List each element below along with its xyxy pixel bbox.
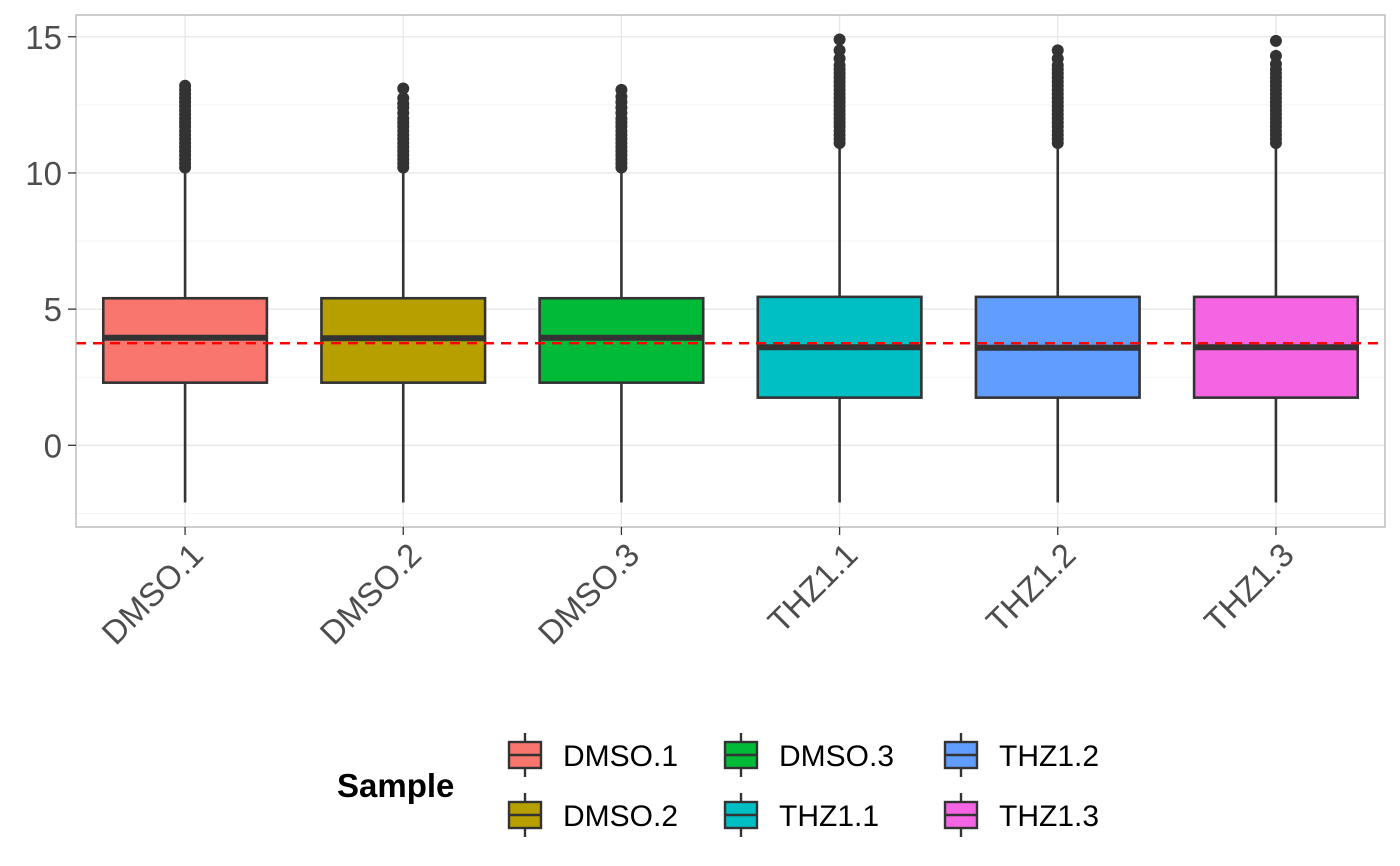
x-axis: DMSO.1 DMSO.2 DMSO.3 THZ1.1 THZ1.2 THZ1.3 xyxy=(94,527,1301,652)
legend-label: THZ1.1 xyxy=(779,800,879,833)
box-DMSO.3 xyxy=(538,83,705,503)
legend-key xyxy=(507,793,543,837)
legend-key xyxy=(723,733,759,777)
box-THZ1.3 xyxy=(1192,34,1360,503)
y-tick-label: 0 xyxy=(44,427,62,464)
outlier-point xyxy=(833,44,846,57)
legend: Sample DMSO.1 DMSO.2 DMSO.3 THZ1.1 THZ1.2 THZ… xyxy=(337,733,1099,837)
y-tick-label: 10 xyxy=(25,155,62,192)
legend-key xyxy=(943,733,979,777)
legend-item-DMSO.2: DMSO.2 xyxy=(507,793,678,837)
x-tick-label: DMSO.3 xyxy=(531,536,647,652)
legend-item-THZ1.2: THZ1.2 xyxy=(943,733,1099,777)
legend-label: DMSO.2 xyxy=(563,800,678,833)
legend-label: DMSO.1 xyxy=(563,740,678,773)
y-axis: 0 5 10 15 xyxy=(25,19,76,464)
outlier-point xyxy=(615,83,628,96)
outlier-point xyxy=(397,92,410,105)
legend-item-THZ1.1: THZ1.1 xyxy=(723,793,879,837)
outlier-point xyxy=(833,33,846,46)
x-tick-label: DMSO.2 xyxy=(313,536,429,652)
outlier-point xyxy=(179,79,192,92)
outlier-point xyxy=(1269,34,1282,47)
legend-key xyxy=(507,733,543,777)
y-tick-label: 5 xyxy=(44,291,62,328)
legend-key xyxy=(723,793,759,837)
legend-key xyxy=(943,793,979,837)
box-DMSO.1 xyxy=(101,79,269,503)
major-gridlines xyxy=(76,15,1385,527)
outlier-point xyxy=(397,82,410,95)
box-THZ1.2 xyxy=(974,44,1141,503)
x-tick-label: THZ1.1 xyxy=(761,536,865,640)
box-layer xyxy=(101,33,1360,503)
legend-item-THZ1.3: THZ1.3 xyxy=(943,793,1099,837)
x-tick-label: THZ1.3 xyxy=(1197,536,1301,640)
panel-border xyxy=(75,14,1386,528)
legend-title: Sample xyxy=(337,767,454,804)
outlier-point xyxy=(1269,49,1282,62)
legend-label: THZ1.3 xyxy=(999,800,1099,833)
legend-item-DMSO.3: DMSO.3 xyxy=(723,733,894,777)
box-THZ1.1 xyxy=(756,33,923,503)
x-tick-label: DMSO.1 xyxy=(94,536,210,652)
legend-label: DMSO.3 xyxy=(779,740,894,773)
y-tick-label: 15 xyxy=(25,19,62,56)
outlier-point xyxy=(1051,44,1064,57)
box-DMSO.2 xyxy=(320,82,487,503)
legend-label: THZ1.2 xyxy=(999,740,1099,773)
minor-gridlines xyxy=(76,104,1385,514)
x-tick-label: THZ1.2 xyxy=(979,536,1083,640)
legend-item-DMSO.1: DMSO.1 xyxy=(507,733,678,777)
